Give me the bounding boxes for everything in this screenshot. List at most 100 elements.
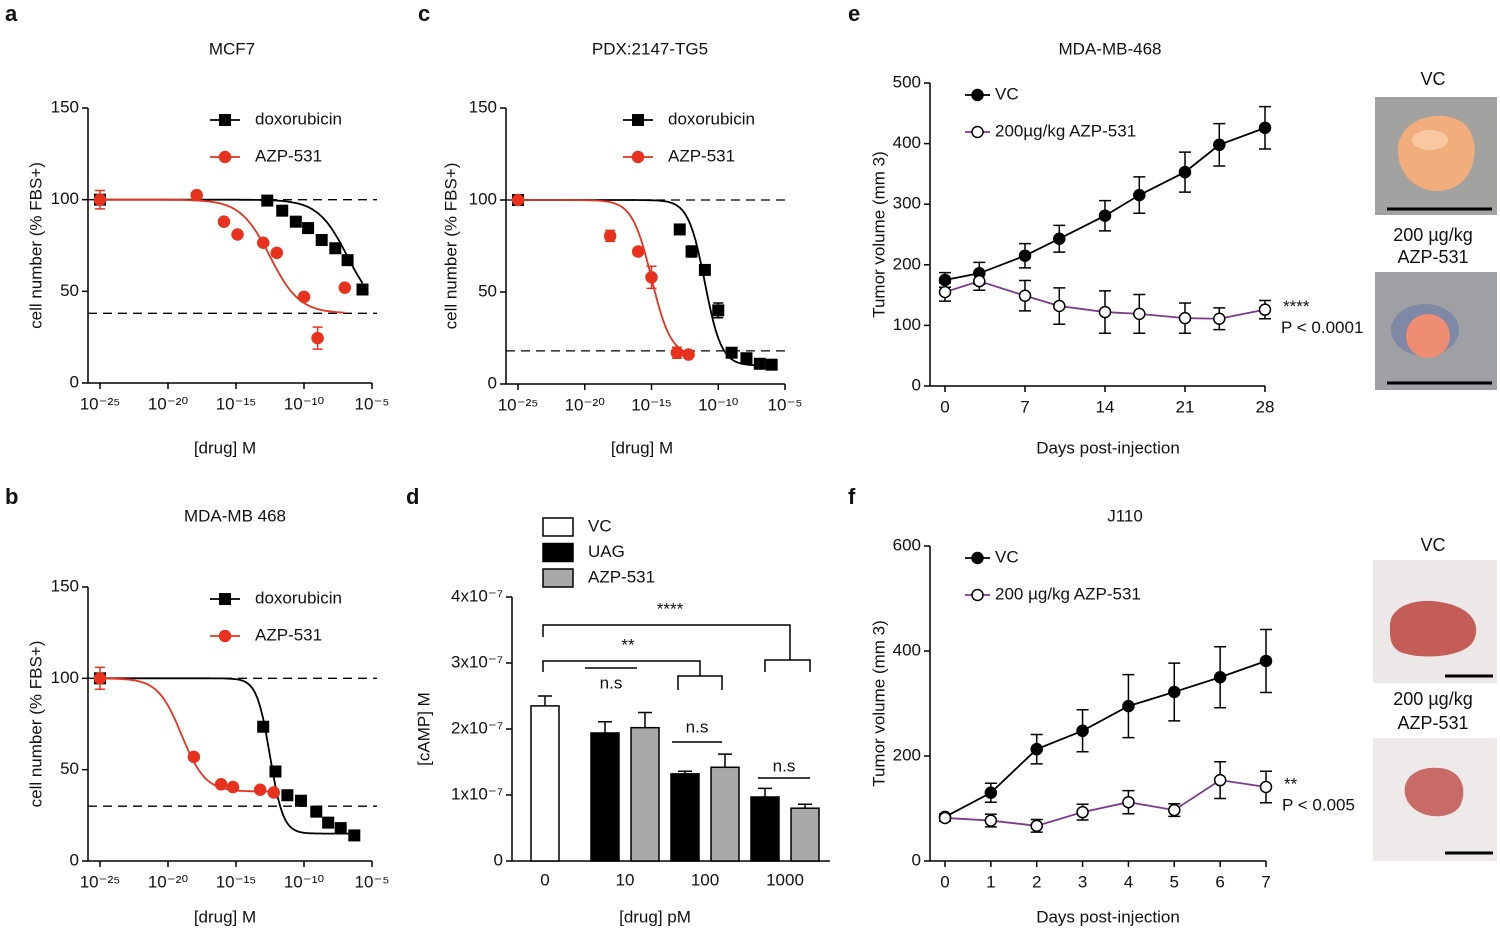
marker (226, 780, 240, 794)
marker (310, 805, 323, 818)
marker (712, 304, 725, 317)
marker (1258, 121, 1272, 135)
photo-caption: 200 µg/kg (1393, 225, 1472, 245)
chart-title: MDA-MB-468 (1059, 39, 1162, 58)
marker (670, 346, 684, 359)
legend-label: VC (995, 547, 1019, 566)
marker (971, 88, 984, 102)
marker (294, 794, 307, 807)
x-axis-label: [drug] M (194, 438, 256, 457)
y-tick-label: 2x10⁻⁷ (451, 718, 503, 737)
x-tick-label: 4 (1124, 872, 1133, 891)
x-axis-label: [drug] M (194, 907, 256, 926)
marker (984, 814, 998, 827)
legend-label: VC (588, 516, 612, 535)
y-tick-label: 100 (51, 668, 79, 687)
y-axis-label: [cAMP] M (414, 692, 433, 766)
marker (356, 283, 369, 296)
fit-curve (100, 677, 355, 835)
chart-title: PDX:2147-TG5 (592, 39, 708, 58)
bar (590, 732, 620, 862)
marker (1178, 165, 1192, 179)
photo-label: VC (1420, 69, 1445, 89)
x-tick-label: 10 (616, 870, 635, 889)
series-line (944, 779, 1267, 827)
error-bar (758, 787, 772, 797)
legend-label: doxorubicin (255, 109, 342, 128)
x-tick-label: 7 (1020, 397, 1029, 416)
y-tick-label: 0 (912, 375, 921, 394)
marker (269, 765, 282, 778)
marker (645, 271, 658, 284)
tumor-highlight (1412, 130, 1448, 150)
marker (1018, 289, 1032, 302)
legend-swatch (542, 568, 574, 588)
y-tick-label: 0 (494, 850, 503, 869)
marker (219, 593, 231, 605)
chart-title: MDA-MB 468 (184, 506, 286, 525)
x-tick-label: 10⁻⁵ (768, 395, 803, 414)
y-tick-label: 0 (70, 372, 79, 391)
error-bar (538, 695, 552, 706)
annotation: **** (657, 599, 684, 618)
x-tick-label: 0 (540, 870, 549, 889)
marker (1133, 307, 1146, 321)
legend-swatch (542, 542, 574, 563)
marker (631, 245, 645, 258)
marker (938, 285, 952, 299)
chart-title: J110 (1107, 506, 1143, 525)
marker (281, 789, 294, 802)
x-tick-label: 10⁻¹⁰ (284, 872, 325, 891)
marker (329, 242, 342, 255)
x-tick-label: 10⁻⁵ (355, 394, 390, 413)
y-tick-label: 600 (893, 535, 921, 554)
marker (322, 816, 335, 829)
significance-bracket (542, 624, 811, 779)
fit-curve (518, 199, 689, 354)
tumor (1404, 767, 1464, 817)
bar (750, 796, 780, 862)
marker (261, 194, 274, 207)
photo-caption: AZP-531 (1397, 713, 1468, 733)
x-tick-label: 2 (1032, 872, 1041, 891)
bar (630, 726, 660, 862)
bar (710, 766, 740, 862)
marker (348, 829, 361, 842)
legend-label: 200 µg/kg AZP-531 (995, 584, 1141, 603)
legend-label: 200µg/kg AZP-531 (995, 121, 1136, 140)
panel-letter: a (5, 1, 18, 26)
marker (93, 672, 107, 685)
marker (673, 223, 686, 236)
panel-letter: d (406, 484, 419, 509)
error-bar (598, 720, 612, 733)
tumor (1389, 600, 1477, 657)
bar (670, 773, 700, 862)
y-tick-label: 4x10⁻⁷ (451, 586, 503, 605)
marker (218, 629, 232, 643)
x-tick-label: 1000 (766, 870, 804, 889)
x-tick-label: 10⁻¹⁵ (216, 394, 257, 413)
marker (725, 346, 738, 359)
x-tick-label: 0 (940, 872, 949, 891)
x-tick-label: 10⁻²⁵ (80, 394, 121, 413)
marker (1098, 305, 1112, 319)
y-tick-label: 0 (912, 850, 921, 869)
annotation: n.s (773, 756, 796, 775)
marker (632, 114, 644, 126)
y-tick-label: 0 (70, 850, 79, 869)
x-tick-label: 1 (986, 872, 995, 891)
marker (190, 188, 203, 202)
marker (1018, 249, 1032, 262)
marker (765, 358, 778, 371)
x-tick-label: 14 (1096, 397, 1115, 416)
marker (1122, 699, 1135, 713)
x-tick-label: 10⁻²⁵ (498, 395, 539, 414)
y-tick-label: 1x10⁻⁷ (451, 784, 503, 803)
marker (1258, 303, 1272, 316)
marker (267, 786, 281, 799)
marker (698, 263, 711, 276)
fit-curve (99, 677, 274, 793)
marker (315, 234, 328, 246)
marker (187, 750, 201, 764)
